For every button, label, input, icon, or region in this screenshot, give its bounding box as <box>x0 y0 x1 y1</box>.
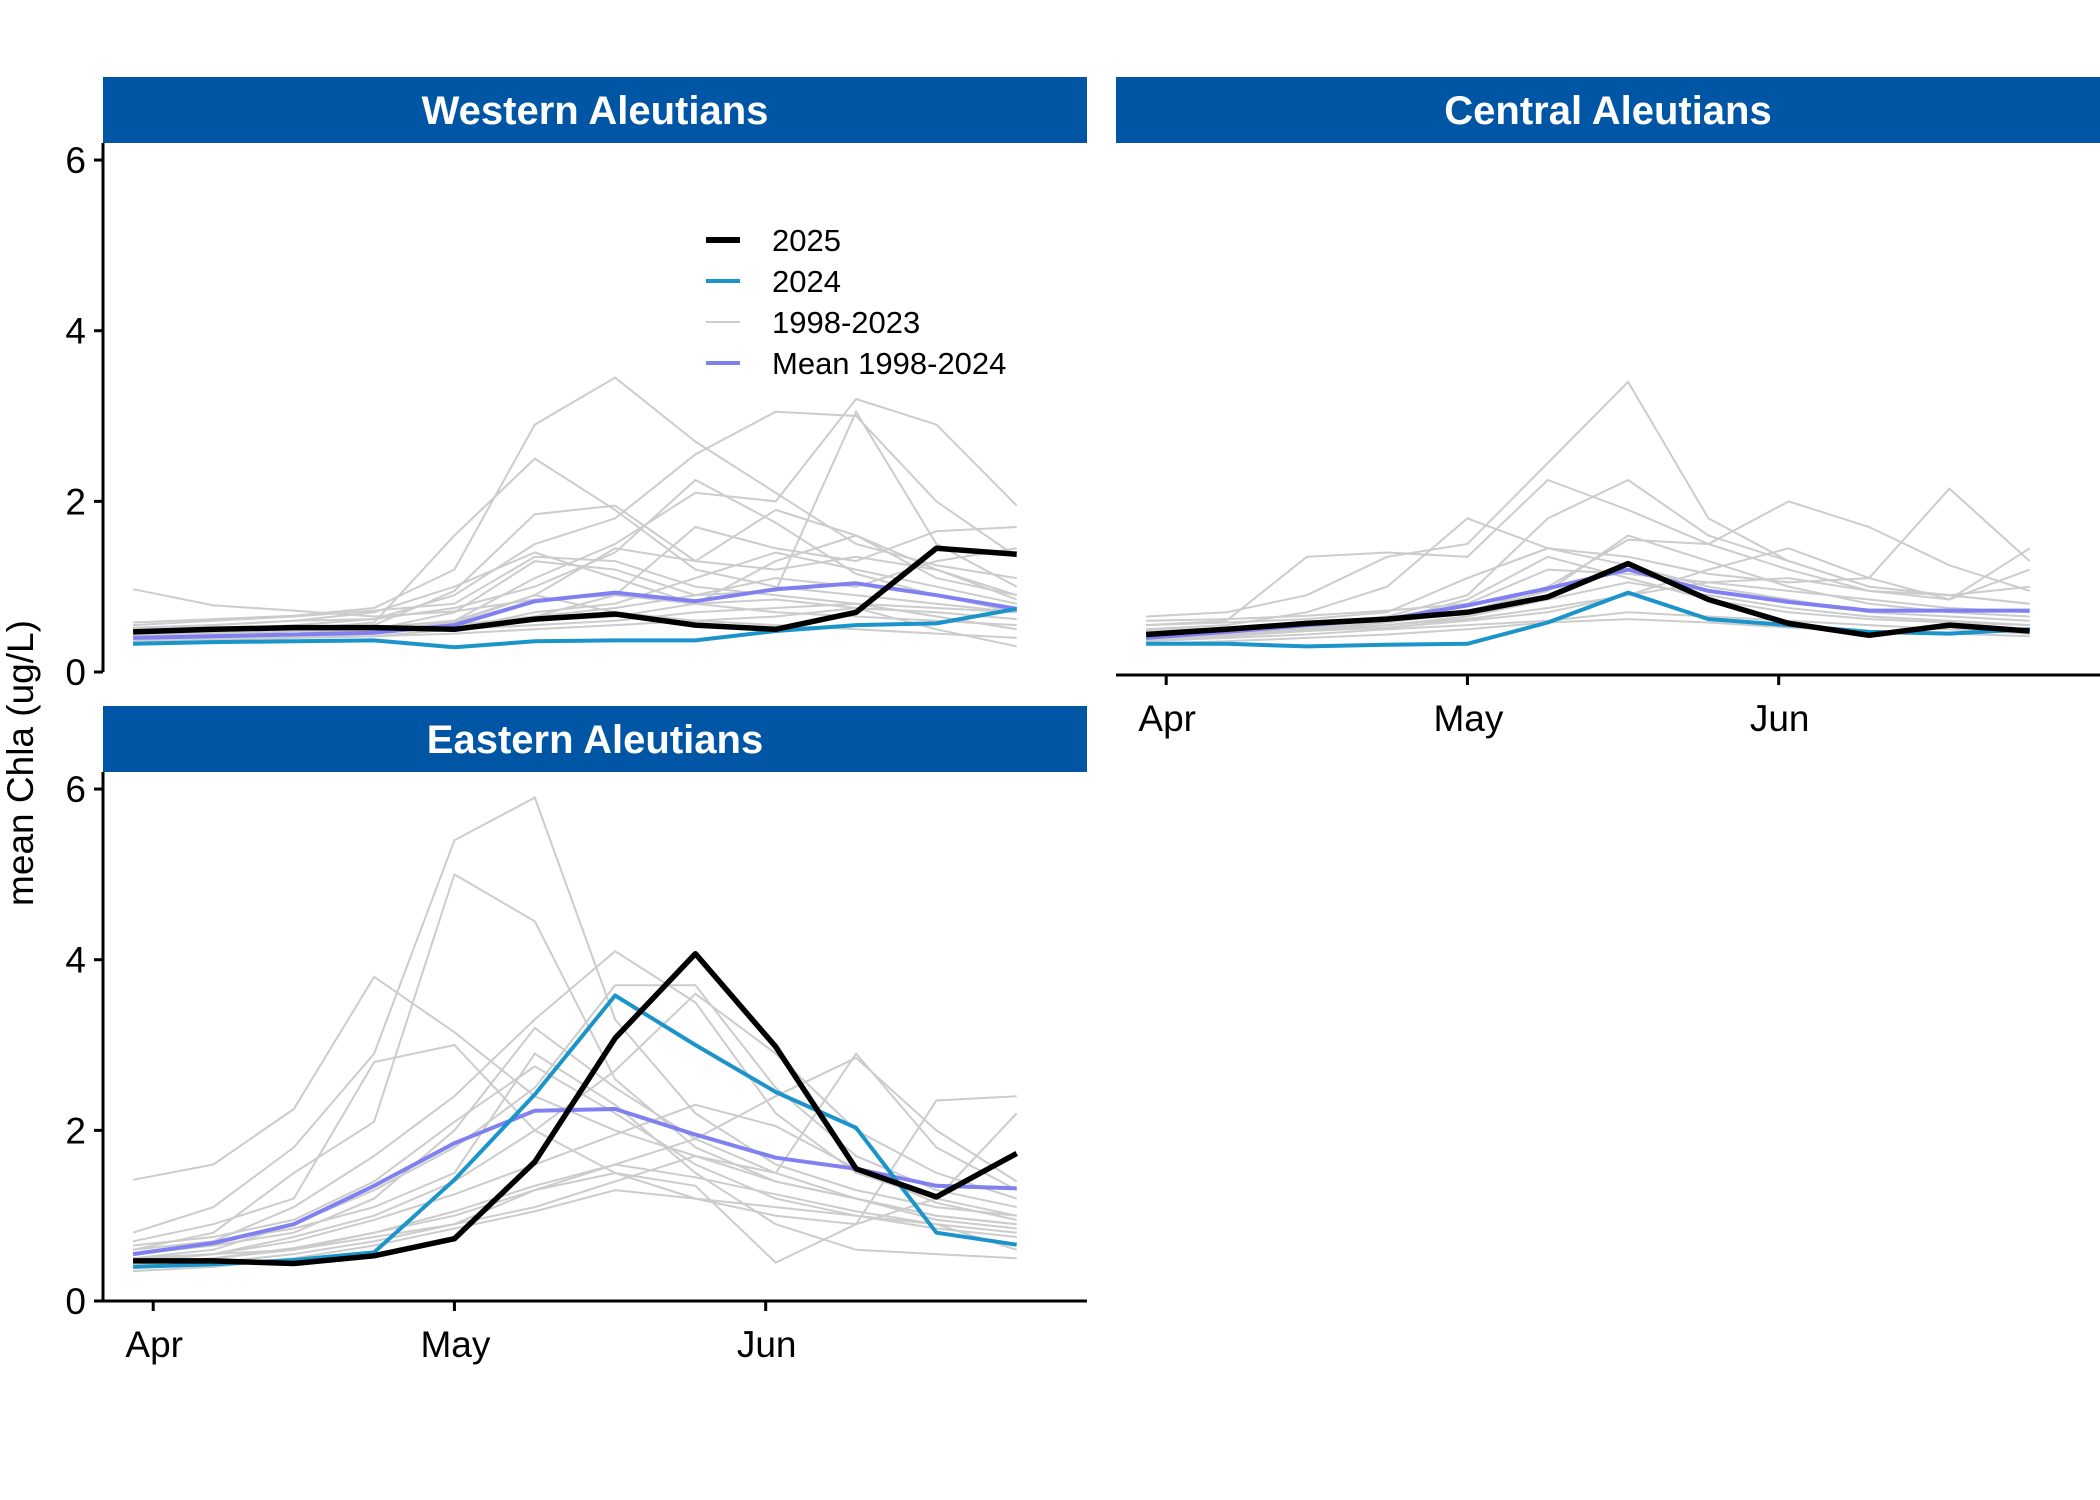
legend-label-2025: 2025 <box>772 223 841 258</box>
x-tick-label-eastern-may: May <box>420 1324 490 1365</box>
y-tick-label-western-6: 6 <box>65 140 86 181</box>
strip-eastern-aleutians <box>103 706 1087 772</box>
series-layer-eastern <box>132 796 1019 1273</box>
x-ticks-eastern: Apr May Jun <box>125 1301 797 1365</box>
line-hist-eastern-7 <box>132 1043 1017 1243</box>
y-tick-label-western-0: 0 <box>65 652 86 693</box>
panel-eastern-aleutians: Eastern Aleutians 0 2 4 6 Apr May Jun <box>65 706 1087 1365</box>
line-mean-western <box>133 581 1018 640</box>
y-tick-label-eastern-4: 4 <box>65 940 86 981</box>
legend-label-mean: Mean 1998-2024 <box>772 346 1006 381</box>
line-2025-eastern <box>133 950 1019 1267</box>
x-tick-label-central-jun: Jun <box>1750 698 1810 739</box>
line-hist-eastern-9 <box>132 1052 1017 1260</box>
panel-western-aleutians: Western Aleutians 0 2 4 6 <box>65 77 1087 693</box>
line-hist-central-8 <box>1146 547 2031 638</box>
strip-western-aleutians <box>103 77 1087 143</box>
line-hist-central-9 <box>1146 611 2030 643</box>
strip-title-eastern-aleutians: Eastern Aleutians <box>427 718 763 762</box>
x-ticks-central: Apr May Jun <box>1138 675 1810 739</box>
line-hist-central-14 <box>1146 581 2030 639</box>
x-tick-label-central-apr: Apr <box>1138 698 1196 739</box>
line-hist-central-3 <box>1146 487 2031 631</box>
y-ticks-eastern: 0 2 4 6 <box>65 769 103 1322</box>
line-hist-eastern-14 <box>132 1065 1017 1247</box>
y-axis-label: mean Chla (ug/L) <box>0 620 41 906</box>
strip-central-aleutians <box>1116 77 2100 143</box>
y-tick-label-western-2: 2 <box>65 481 86 522</box>
panel-central-aleutians: Central Aleutians Apr May Jun <box>1116 77 2100 739</box>
strip-title-western-aleutians: Western Aleutians <box>422 89 769 133</box>
line-2025-central <box>1145 560 2030 639</box>
line-hist-eastern-12 <box>132 1026 1017 1256</box>
line-hist-eastern-5 <box>132 984 1017 1260</box>
y-tick-label-eastern-0: 0 <box>65 1281 86 1322</box>
line-hist-eastern-4 <box>132 949 1017 1256</box>
strip-title-central-aleutians: Central Aleutians <box>1444 89 1771 133</box>
line-hist-central-2 <box>1146 478 2031 627</box>
line-2025-western <box>133 545 1017 635</box>
line-hist-central-7 <box>1146 547 2030 627</box>
line-2024-western <box>133 606 1018 650</box>
y-tick-label-eastern-6: 6 <box>65 769 86 810</box>
line-hist-western-16 <box>133 606 1017 648</box>
line-hist-central-12 <box>1146 568 2030 622</box>
line-hist-eastern-16 <box>133 1163 1018 1267</box>
series-layer-central <box>1145 380 2031 649</box>
legend-label-1998-2023: 1998-2023 <box>772 305 920 340</box>
y-ticks-western: 0 2 4 6 <box>65 140 103 693</box>
legend-label-2024: 2024 <box>772 264 841 299</box>
legend: 2025 2024 1998-2023 Mean 1998-2024 <box>706 223 1006 381</box>
series-layer-western <box>132 376 1018 650</box>
line-hist-western-10 <box>133 551 1017 629</box>
line-hist-central-13 <box>1146 555 2030 636</box>
x-tick-label-eastern-jun: Jun <box>737 1324 797 1365</box>
x-tick-label-eastern-apr: Apr <box>125 1324 183 1365</box>
y-tick-label-western-4: 4 <box>65 311 86 352</box>
line-hist-eastern-2 <box>132 796 1017 1234</box>
line-hist-eastern-11 <box>133 1112 1018 1264</box>
x-tick-label-central-may: May <box>1433 698 1503 739</box>
y-tick-label-eastern-2: 2 <box>65 1110 86 1151</box>
